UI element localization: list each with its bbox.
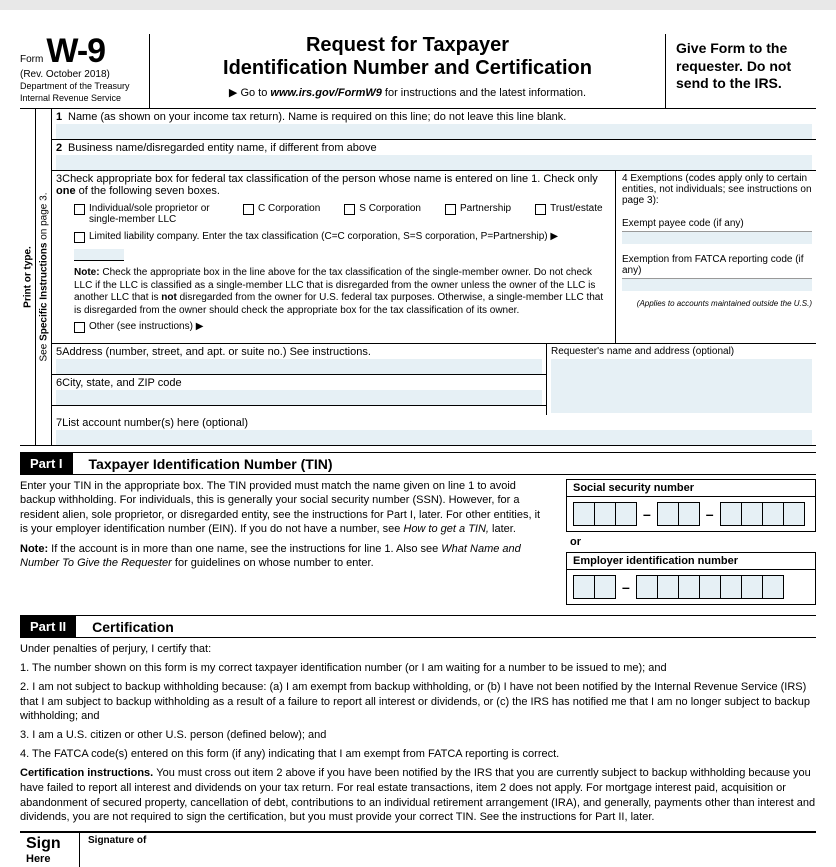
revision: (Rev. October 2018) [20, 69, 110, 80]
cb-other[interactable]: Other (see instructions) ▶ [74, 321, 203, 333]
line-3: 3Check appropriate box for federal tax c… [52, 171, 616, 343]
sign-here: Sign Here [20, 833, 80, 867]
ein-label: Employer identification number [566, 552, 816, 569]
part1-tag: Part I [20, 453, 73, 474]
fatca-tiny: (Applies to accounts maintained outside … [622, 299, 812, 308]
dept1: Department of the Treasury [20, 81, 130, 91]
signature-of: Signature of [80, 833, 816, 867]
l4-text: Exemptions (codes apply only to certain … [622, 173, 812, 206]
part1-title: Taxpayer Identification Number (TIN) [89, 456, 333, 472]
line-2: 2Business name/disregarded entity name, … [52, 140, 816, 171]
header-left: Form W-9 (Rev. October 2018) Department … [20, 34, 150, 108]
l2-text: Business name/disregarded entity name, i… [68, 142, 377, 154]
l1-input[interactable] [56, 124, 812, 139]
cb-s-corp[interactable]: S Corporation [344, 203, 421, 215]
exempt-fatca: Exemption from FATCA reporting code (if … [622, 254, 812, 291]
cert-3: 3. I am a U.S. citizen or other U.S. per… [20, 728, 816, 743]
l7-input[interactable] [56, 430, 812, 445]
cb-c-corp[interactable]: C Corporation [243, 203, 320, 215]
cb-trust[interactable]: Trust/estate [535, 203, 602, 215]
form-code: W-9 [46, 34, 105, 68]
cert-2: 2. I am not subject to backup withholdin… [20, 680, 816, 725]
header-right: Give Form to the requester. Do not send … [666, 34, 816, 108]
requester-label: Requester's name and address (optional) [551, 346, 734, 357]
llc-note: Note: Check the appropriate box in the l… [74, 267, 609, 317]
l1-text: Name (as shown on your income tax return… [68, 111, 566, 123]
ssn-boxes[interactable]: – – [566, 496, 816, 532]
vertical-label-2: See Specific Instructions on page 3. [36, 109, 52, 445]
cert-intro: Under penalties of perjury, I certify th… [20, 642, 816, 657]
llc-class-input[interactable] [74, 249, 124, 261]
cb-llc[interactable]: Limited liability company. Enter the tax… [74, 231, 558, 243]
cert-4: 4. The FATCA code(s) entered on this for… [20, 747, 816, 762]
requester-input[interactable] [551, 359, 812, 413]
window-topbar [0, 0, 836, 10]
l4-num: 4 [622, 173, 628, 184]
vertical-label-1: Print or type. [20, 109, 36, 445]
give-form-text: Give Form to the requester. Do not send … [676, 40, 812, 93]
sign-row: Sign Here Signature of [20, 831, 816, 867]
header-mid: Request for Taxpayer Identification Numb… [150, 34, 666, 108]
cb-partnership[interactable]: Partnership [445, 203, 511, 215]
form-link: ▶ Go to www.irs.gov/FormW9 for instructi… [162, 86, 653, 99]
l2-input[interactable] [56, 155, 812, 170]
l6-text: City, state, and ZIP code [62, 377, 181, 389]
l5-input[interactable] [56, 359, 542, 374]
tin-boxes: Social security number – – or Employer i… [566, 479, 816, 605]
link-prefix: ▶ Go to [229, 87, 270, 99]
l3-text: Check appropriate box for federal tax cl… [56, 173, 598, 197]
main-grid: Print or type. See Specific Instructions… [20, 109, 816, 446]
cert-body: Under penalties of perjury, I certify th… [20, 642, 816, 825]
exempt-payee-input[interactable] [622, 231, 812, 244]
checkbox-row-1: Individual/sole proprietor or single-mem… [74, 203, 609, 225]
part1-header: Part I Taxpayer Identification Number (T… [20, 452, 816, 475]
part2-tag: Part II [20, 616, 76, 637]
part2-title: Certification [92, 619, 174, 635]
line-5-6-left: 5Address (number, street, and apt. or su… [52, 344, 546, 415]
title-line1: Request for Taxpayer [162, 34, 653, 57]
requester-box: Requester's name and address (optional) [546, 344, 816, 415]
line-5: 5Address (number, street, and apt. or su… [52, 344, 546, 375]
line-6: 6City, state, and ZIP code [52, 375, 546, 406]
checkbox-row-llc: Limited liability company. Enter the tax… [74, 231, 609, 261]
line-5-6-row: 5Address (number, street, and apt. or su… [52, 344, 816, 415]
v1-text: Print or type. [22, 246, 33, 308]
title-line2: Identification Number and Certification [162, 57, 653, 80]
ssn-label: Social security number [566, 479, 816, 496]
l1-num: 1 [56, 111, 68, 123]
exempt-payee: Exempt payee code (if any) [622, 218, 812, 244]
checkbox-row-other: Other (see instructions) ▶ [74, 321, 609, 333]
form-header: Form W-9 (Rev. October 2018) Department … [20, 34, 816, 109]
link-url: www.irs.gov/FormW9 [270, 87, 381, 99]
link-suffix: for instructions and the latest informat… [382, 87, 586, 99]
cb-individual[interactable]: Individual/sole proprietor or single-mem… [74, 203, 219, 225]
dept2: Internal Revenue Service [20, 93, 121, 103]
v2-text: See Specific Instructions on page 3. [38, 193, 49, 362]
ein-boxes[interactable]: – [566, 569, 816, 605]
line-7: 7List account number(s) here (optional) [52, 415, 816, 445]
line-4: 4 Exemptions (codes apply only to certai… [616, 171, 816, 343]
l5-text: Address (number, street, and apt. or sui… [62, 346, 371, 358]
form-page: Form W-9 (Rev. October 2018) Department … [0, 0, 836, 867]
line-1: 1Name (as shown on your income tax retur… [52, 109, 816, 140]
l6-input[interactable] [56, 390, 542, 405]
l2-num: 2 [56, 142, 68, 154]
cert-1: 1. The number shown on this form is my c… [20, 661, 816, 676]
tin-text: Enter your TIN in the appropriate box. T… [20, 479, 550, 605]
tin-section: Enter your TIN in the appropriate box. T… [20, 479, 816, 605]
cert-inst: Certification instructions. You must cro… [20, 766, 816, 825]
form-body: 1Name (as shown on your income tax retur… [52, 109, 816, 445]
part2-header: Part II Certification [20, 615, 816, 638]
exempt-fatca-input[interactable] [622, 278, 812, 291]
l7-text: List account number(s) here (optional) [62, 417, 248, 429]
form-word: Form [20, 54, 43, 65]
line-3-4-row: 3Check appropriate box for federal tax c… [52, 171, 816, 344]
or-text: or [570, 536, 816, 548]
